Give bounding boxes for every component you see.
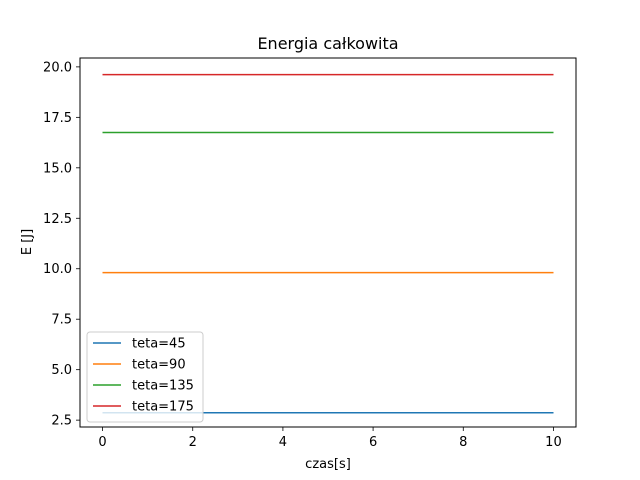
y-tick-label: 7.5 [51,313,72,328]
y-tick-label: 15.0 [43,161,72,176]
legend-box [86,331,204,423]
legend: teta=45 teta=90 teta=135 teta=175 [86,331,204,423]
legend-label: teta=175 [132,400,194,415]
x-tick-label: 10 [545,435,562,450]
y-tick-label: 10.0 [43,262,72,277]
y-axis-label: E [J] [20,229,35,255]
x-tick-label: 4 [279,435,287,450]
x-tick-label: 6 [369,435,377,450]
legend-label: teta=135 [132,379,194,394]
y-tick-label: 12.5 [43,212,72,227]
y-tick-label: 2.5 [51,414,72,429]
legend-label: teta=45 [132,337,186,352]
axes-frame [79,57,577,428]
legend-label: teta=90 [132,358,186,373]
y-tick-label: 20.0 [43,60,72,75]
plot-area [102,73,554,414]
x-tick-label: 0 [98,435,106,450]
x-tick-label: 8 [459,435,467,450]
y-tick-label: 5.0 [51,363,72,378]
x-tick-label: 2 [189,435,197,450]
y-tick-label: 17.5 [43,111,72,126]
chart-title: Energia całkowita [257,34,398,53]
axis-ticks: 0 2 4 6 8 10 2.5 5.0 7.5 10.0 12.5 15.0 17.5 20.0 [43,60,562,450]
x-axis-label: czas[s] [305,457,351,472]
